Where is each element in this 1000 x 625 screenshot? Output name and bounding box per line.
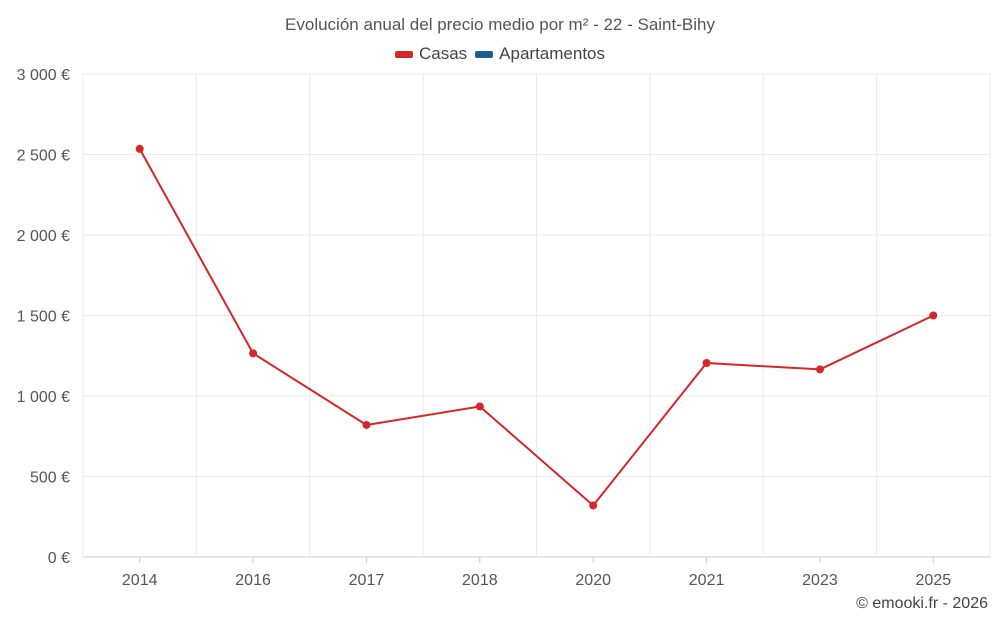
x-tick-label: 2025 <box>916 572 952 589</box>
legend-swatch-casas <box>394 50 413 58</box>
legend-label-apartamentos: Apartamentos <box>499 44 606 63</box>
legend-item-casas[interactable]: Casas <box>394 44 468 64</box>
data-point <box>589 501 598 510</box>
chart-legend: Casas Apartamentos <box>0 44 1000 64</box>
data-point <box>135 144 144 153</box>
legend-swatch-apartamentos <box>475 50 494 58</box>
chart-title: Evolución anual del precio medio por m² … <box>285 15 715 34</box>
data-point <box>929 311 938 320</box>
x-tick-label: 2021 <box>689 572 725 589</box>
y-tick-label: 2 000 € <box>17 228 70 245</box>
data-point <box>362 420 371 429</box>
data-point <box>475 402 484 411</box>
y-tick-label: 2 500 € <box>17 148 70 165</box>
x-tick-label: 2018 <box>462 572 498 589</box>
legend-label-casas: Casas <box>418 44 468 63</box>
y-tick-label: 0 € <box>48 550 70 567</box>
x-tick-label: 2023 <box>802 572 838 589</box>
x-tick-label: 2020 <box>575 572 611 589</box>
data-point <box>815 365 824 374</box>
copyright-credit: © emooki.fr - 2026 <box>856 595 988 612</box>
y-tick-label: 3 000 € <box>17 67 70 84</box>
x-tick-label: 2014 <box>122 572 158 589</box>
data-point <box>249 349 258 358</box>
x-tick-label: 2017 <box>349 572 385 589</box>
data-point <box>702 358 711 367</box>
x-tick-label: 2016 <box>235 572 271 589</box>
y-tick-label: 1 500 € <box>17 309 70 326</box>
y-tick-label: 500 € <box>30 470 70 487</box>
legend-item-apartamentos[interactable]: Apartamentos <box>475 44 605 64</box>
y-tick-label: 1 000 € <box>17 389 70 406</box>
series-line-casas <box>138 148 934 507</box>
